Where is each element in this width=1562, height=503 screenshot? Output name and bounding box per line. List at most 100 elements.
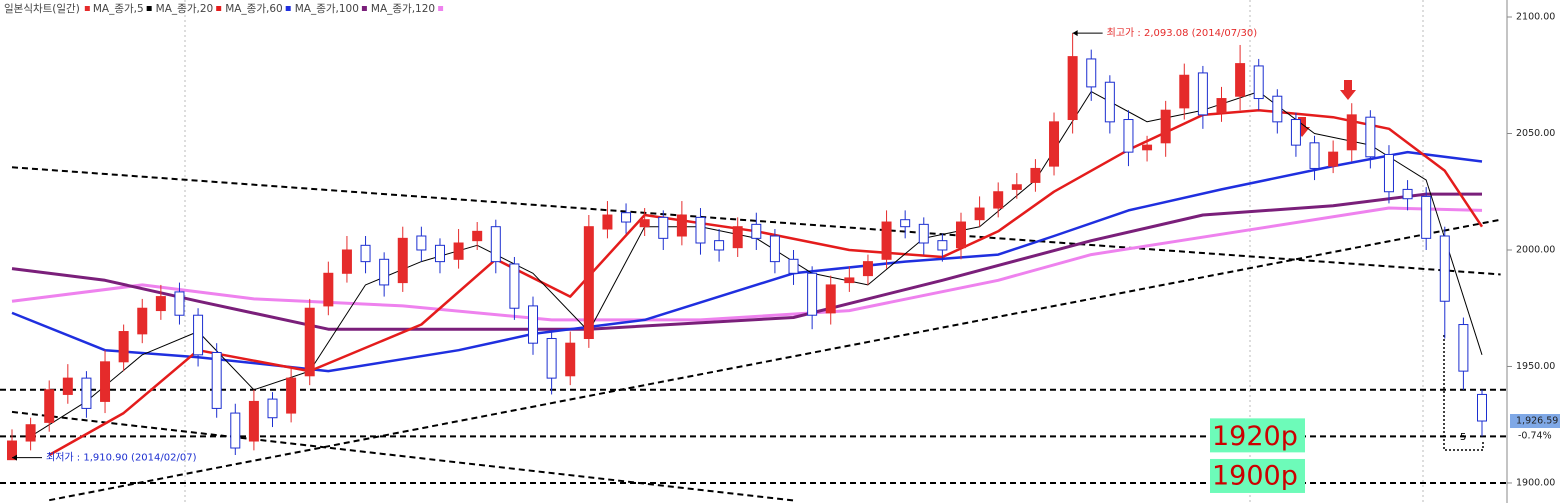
- candle-body: [81, 377, 92, 409]
- candle-body: [1365, 116, 1376, 158]
- candle-body: [1067, 56, 1078, 121]
- legend-swatch: [84, 6, 90, 11]
- candle-body: [1123, 119, 1134, 153]
- candle-body: [676, 214, 687, 237]
- ma-line: [11, 206, 1483, 322]
- candle-body: [1104, 81, 1115, 123]
- plot: 최고가 : 2,093.08 (2014/07/30) 최저가 : 1,910.9…: [0, 27, 1507, 502]
- candle-body: [118, 331, 129, 363]
- candle-body: [137, 307, 148, 335]
- candle-body: [993, 191, 1004, 209]
- candle-body: [1049, 121, 1060, 167]
- candle-body: [695, 216, 706, 244]
- candle-body: [1421, 195, 1432, 239]
- candle-body: [1328, 151, 1339, 167]
- candle-body: [1383, 153, 1394, 193]
- candle-body: [416, 235, 427, 251]
- candle-body: [714, 240, 725, 251]
- candle-body: [174, 291, 185, 316]
- legend-swatch: [285, 6, 291, 11]
- candle-body: [844, 277, 855, 284]
- candle-body: [25, 424, 36, 442]
- candle-body: [1197, 72, 1208, 116]
- candle-body: [955, 221, 966, 249]
- candle-body: [1272, 95, 1283, 123]
- candle-body: [453, 242, 464, 260]
- trend-line: [11, 166, 1501, 276]
- candle-body: [825, 284, 836, 314]
- candle-body: [1142, 144, 1153, 151]
- candle-body: [565, 342, 576, 377]
- red-arrow: [1340, 80, 1356, 100]
- last-price: 1,926.59: [1516, 416, 1558, 427]
- annotation-text: 최고가 : 2,093.08 (2014/07/30): [1107, 27, 1258, 39]
- legend-swatch: [438, 6, 444, 11]
- candle-body: [211, 351, 222, 409]
- candle-body: [1309, 142, 1320, 169]
- ma-line: [11, 192, 1482, 331]
- candle-body: [1086, 58, 1097, 88]
- y-tick-label: 2050.00: [1516, 128, 1555, 139]
- candle-body: [1290, 119, 1301, 146]
- y-tick-label: 2000.00: [1516, 244, 1555, 255]
- candle-body: [286, 377, 297, 414]
- candle-body: [528, 305, 539, 344]
- candle-body: [7, 440, 17, 461]
- ma-line: [48, 108, 1484, 457]
- candle-body: [155, 296, 166, 312]
- candle-body: [230, 412, 241, 449]
- legend-label: MA_종가,5: [93, 3, 144, 15]
- candle-body: [100, 361, 111, 402]
- candle-body: [918, 223, 929, 244]
- candle-body: [267, 398, 278, 419]
- candle-body: [1253, 65, 1264, 100]
- candle-body: [658, 216, 669, 239]
- trend-line: [49, 218, 1501, 502]
- candle-body: [1402, 188, 1413, 200]
- annotation-arrowhead: [1072, 30, 1078, 37]
- legend-swatch: [216, 6, 222, 11]
- candle-body: [1477, 393, 1487, 422]
- bracket: [1443, 335, 1484, 451]
- candle-body: [44, 389, 55, 423]
- candle-body: [769, 235, 780, 263]
- candle-body: [341, 249, 352, 274]
- candle-body: [1030, 167, 1041, 183]
- candle-body: [472, 230, 483, 242]
- candle-body: [974, 207, 985, 221]
- candle-body: [1346, 114, 1357, 151]
- legend-label: MA_종가,20: [156, 3, 214, 15]
- candle-body: [397, 237, 408, 284]
- trend-line: [11, 410, 794, 502]
- candle-body: [1235, 63, 1246, 97]
- candle-body: [900, 219, 911, 228]
- level-label: 1920p: [1212, 421, 1298, 452]
- change: -0.74%: [1518, 431, 1552, 442]
- legend-label: MA_종가,120: [371, 3, 435, 15]
- candle-body: [1179, 74, 1190, 109]
- candle-body: [304, 307, 315, 377]
- candle-body: [862, 261, 873, 277]
- candle-body: [788, 258, 799, 274]
- level-label: 1900p: [1212, 460, 1298, 491]
- candle-body: [509, 263, 520, 309]
- chart-title: 일본식차트(일간): [4, 2, 80, 15]
- candle-body: [1458, 324, 1469, 372]
- y-tick-label: 1900.00: [1516, 477, 1555, 488]
- candle-body: [602, 214, 613, 230]
- vertical-grid: [184, 0, 1424, 503]
- candle-body: [621, 212, 632, 223]
- bracket-label: 5: [1460, 432, 1466, 443]
- candle-body: [248, 400, 259, 442]
- legend-swatch: [146, 6, 152, 11]
- candle-body: [639, 219, 650, 228]
- candle-body: [323, 272, 334, 307]
- annotation-arrowhead: [12, 454, 17, 461]
- level-label-box: [1210, 458, 1305, 493]
- candle-body: [490, 226, 501, 263]
- candle-body: [751, 223, 762, 239]
- last-price-box: [1510, 414, 1560, 429]
- candle-body: [807, 272, 818, 316]
- candle-body: [360, 244, 371, 263]
